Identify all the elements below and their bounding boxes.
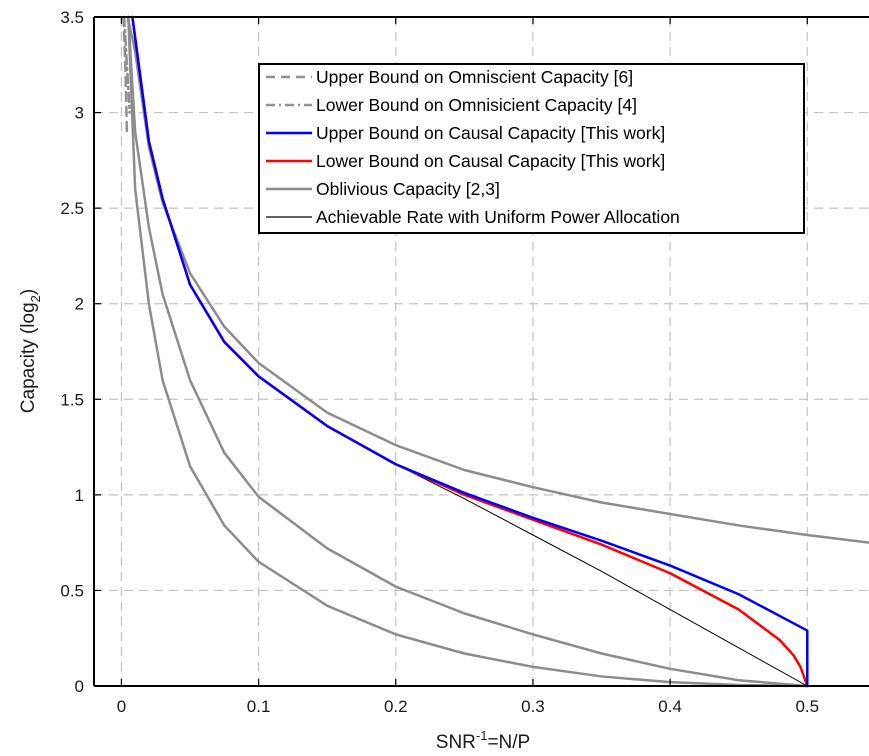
legend-label: Upper Bound on Omniscient Capacity [6] (316, 67, 633, 87)
legend-label: Achievable Rate with Uniform Power Alloc… (316, 207, 680, 227)
series-line-lower-bound-on-omnisicient-capacity-4-8 (122, 15, 131, 114)
legend-label: Oblivious Capacity [2,3] (316, 179, 500, 199)
legend: Upper Bound on Omniscient Capacity [6] Lo… (258, 63, 805, 234)
x-tick-label: 0.1 (247, 697, 271, 716)
x-tick-label: 0.4 (658, 697, 682, 716)
series-line-oblivious-capacity-2-3-1 (127, 15, 809, 688)
x-tick-label: 0.5 (795, 697, 819, 716)
y-tick-label: 0.5 (60, 581, 84, 600)
y-tick-label: 0 (75, 677, 84, 696)
legend-box (258, 63, 805, 234)
legend-label: Lower Bound on Causal Capacity [This wor… (316, 151, 665, 171)
tick-labels: 0 0.1 0.2 0.3 0.4 0.5 0 0.5 1 1.5 2 2.5 3 3.5 (60, 8, 819, 716)
x-tick-label: 0.2 (384, 697, 408, 716)
x-tick-label: 0 (117, 697, 126, 716)
y-axis-label: Capacity (log2) (18, 289, 43, 413)
x-axis-label: SNR-1=N/P (436, 728, 530, 753)
legend-items: Upper Bound on Omniscient Capacity [6] Lo… (266, 67, 680, 227)
y-tick-label: 3 (75, 104, 84, 123)
x-tick-label: 0.3 (521, 697, 545, 716)
legend-label: Lower Bound on Omnisicient Capacity [4] (316, 95, 637, 115)
axes (93, 16, 869, 687)
legend-label: Upper Bound on Causal Capacity [This wor… (316, 123, 665, 143)
y-tick-label: 2.5 (60, 199, 84, 218)
series-line-oblivious-capacity-2-3-2 (127, 15, 809, 688)
y-tick-label: 1.5 (60, 390, 84, 409)
plot-series (122, 15, 869, 688)
y-tick-label: 2 (75, 295, 84, 314)
y-tick-label: 1 (75, 486, 84, 505)
y-tick-label: 3.5 (60, 8, 84, 27)
series-line-upper-bound-on-causal-capacity-this-work-5 (131, 15, 809, 688)
